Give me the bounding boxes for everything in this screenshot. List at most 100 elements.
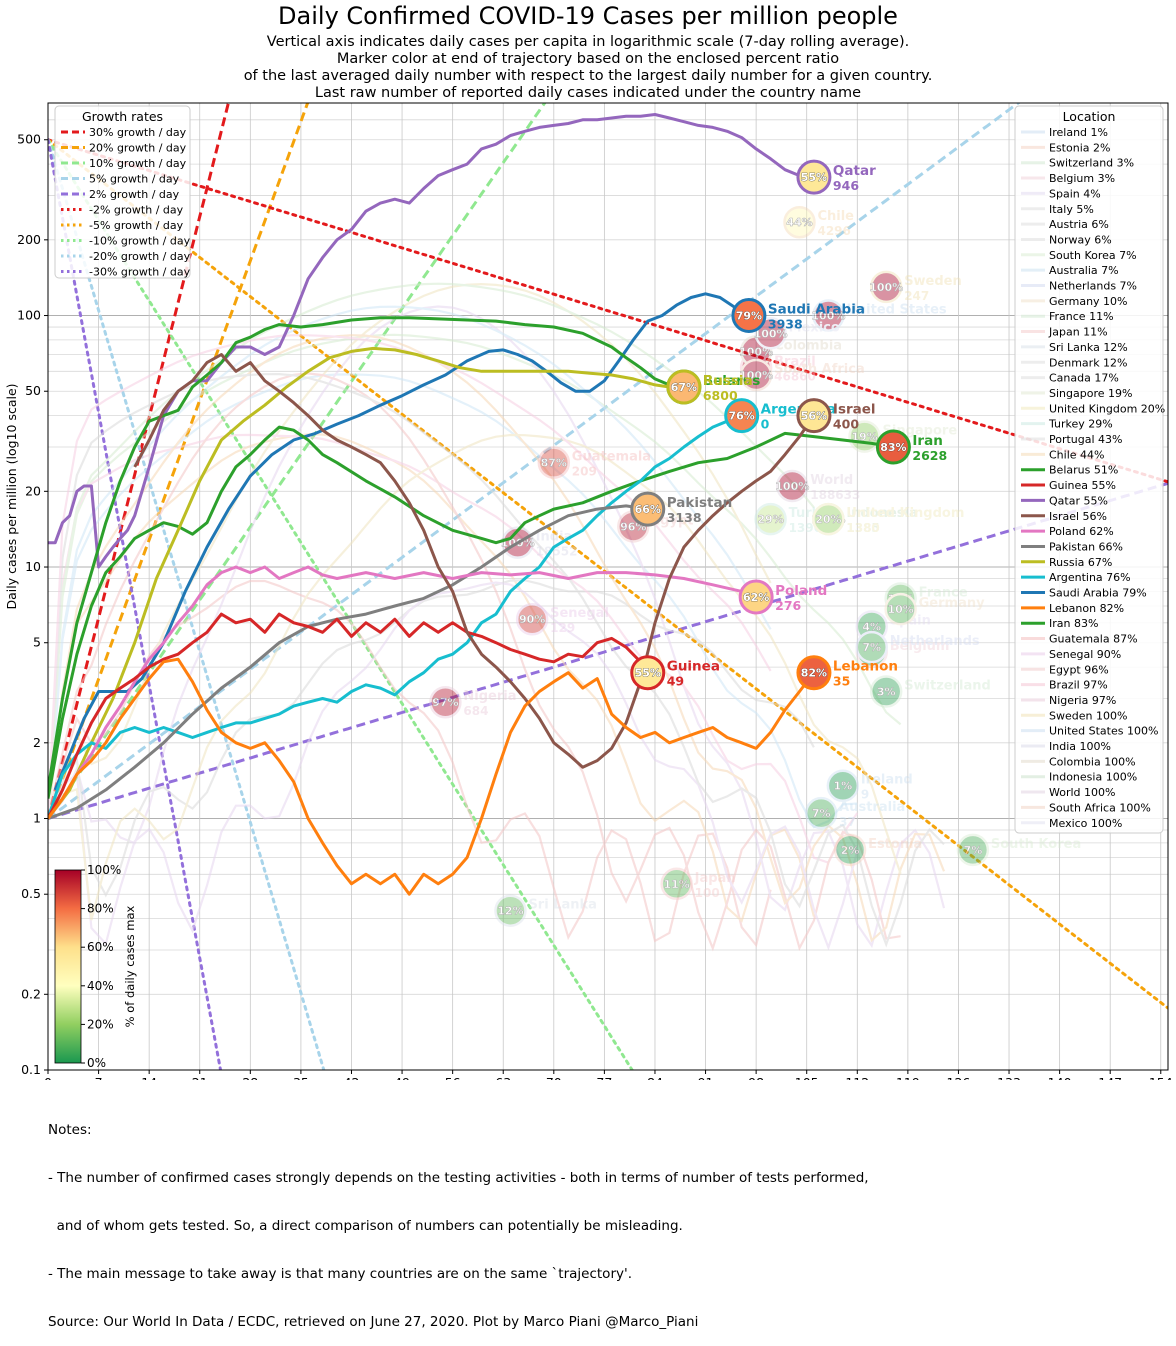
location-legend-label: Norway 6% xyxy=(1049,233,1112,246)
location-legend-label: South Africa 100% xyxy=(1049,801,1151,814)
location-legend-label: Ireland 1% xyxy=(1049,126,1108,139)
country-last-count: 1396 xyxy=(789,521,822,535)
marker-percent: 44% xyxy=(786,216,812,229)
trajectory-lebanon xyxy=(48,657,816,896)
marker-percent: 7% xyxy=(862,641,881,654)
location-legend-label: Belarus 51% xyxy=(1049,464,1118,477)
country-label: Israel xyxy=(833,402,876,418)
background-trajectory xyxy=(48,373,858,829)
country-marker xyxy=(855,630,888,664)
country-label: Iran xyxy=(912,433,942,449)
marker-percent: 10% xyxy=(887,603,913,616)
location-legend-label: France 11% xyxy=(1049,310,1114,323)
background-trajectory xyxy=(48,433,859,865)
location-legend-label: Sri Lanka 12% xyxy=(1049,341,1128,354)
location-legend: Location Ireland 1% Estonia 2% Switzerland … xyxy=(1014,105,1165,834)
country-label: Turkey xyxy=(789,506,838,521)
marker-percent: 56% xyxy=(801,410,827,423)
country-label: Germany xyxy=(919,596,985,611)
location-legend-label: Chile 44% xyxy=(1049,448,1104,461)
location-legend-label: Nigeria 97% xyxy=(1049,694,1116,707)
growth-line xyxy=(48,138,1168,1010)
marker-percent: 97% xyxy=(432,696,458,709)
country-label: Ireland xyxy=(861,773,913,788)
country-last-count: 129 xyxy=(550,621,575,635)
colorbar-tick-label: 0% xyxy=(87,1056,106,1070)
trajectory-pakistan xyxy=(48,504,648,820)
location-legend-label: Russia 67% xyxy=(1049,556,1112,569)
trajectory-russia xyxy=(48,346,684,820)
country-last-count: 3938 xyxy=(768,317,803,332)
notes-block: Notes: - The number of confirmed cases s… xyxy=(48,1090,869,1346)
x-tick-label: 77 xyxy=(596,1075,612,1080)
country-last-count: 1385 xyxy=(846,521,879,535)
x-tick-label: 70 xyxy=(546,1075,562,1080)
location-legend-box xyxy=(1014,105,1164,834)
country-label: Senegal xyxy=(550,606,609,621)
country-label: Mexico xyxy=(789,320,840,335)
country-last-count: 400 xyxy=(833,417,859,432)
background-trajectory xyxy=(48,334,946,943)
location-legend-label: Indonesia 100% xyxy=(1049,771,1137,784)
growth-line xyxy=(48,481,1168,820)
background-trajectory xyxy=(48,305,772,819)
marker-percent: 3% xyxy=(862,646,881,659)
country-marker xyxy=(494,894,527,927)
growth-legend-label: 5% growth / day xyxy=(89,173,180,186)
country-marker xyxy=(869,675,903,708)
country-label: India xyxy=(536,530,573,545)
marker-percent: 62% xyxy=(743,591,769,604)
trajectory-saudi-arabia xyxy=(53,292,750,791)
marker-percent: 11% xyxy=(663,878,689,891)
x-tick-label: 112 xyxy=(845,1075,869,1080)
marker-percent: 55% xyxy=(635,667,661,680)
location-legend-label: Argentina 76% xyxy=(1049,571,1131,584)
country-label: Colombia xyxy=(774,338,842,353)
background-trajectory xyxy=(48,282,772,819)
country-label: South Korea xyxy=(991,837,1081,852)
growth-legend-label: 20% growth / day xyxy=(89,142,187,155)
country-marker xyxy=(884,592,917,626)
country-marker xyxy=(796,398,832,434)
location-legend-label: Brazil 97% xyxy=(1049,679,1108,692)
marker-percent: 3% xyxy=(877,685,896,698)
notes-line: - The number of confirmed cases strongly… xyxy=(48,1170,869,1186)
colorbar-strip xyxy=(54,869,82,1064)
country-label: Chile xyxy=(817,209,854,224)
marker-percent: 90% xyxy=(519,613,545,626)
chart-canvas: 87%Guatemala20990%Senegal12996%Egypt97%B… xyxy=(4,102,1173,1080)
marker-percent: 2% xyxy=(841,844,860,857)
location-legend-label: Iran 83% xyxy=(1049,617,1098,630)
marker-percent: 55% xyxy=(801,171,827,184)
x-tick-label: 84 xyxy=(647,1075,663,1080)
x-tick-label: 119 xyxy=(896,1075,920,1080)
country-label: Brazil xyxy=(774,355,816,370)
marker-percent: 79% xyxy=(736,310,762,323)
x-tick-label: 49 xyxy=(394,1075,410,1080)
growth-legend-label: -2% growth / day xyxy=(89,204,184,217)
location-legend-title: Location xyxy=(1063,109,1116,124)
x-tick-label: 42 xyxy=(344,1075,360,1080)
marker-percent: 100% xyxy=(739,345,773,358)
x-tick-label: 14 xyxy=(141,1075,157,1080)
country-marker xyxy=(666,369,702,405)
country-marker xyxy=(660,867,693,901)
y-tick-label: 10 xyxy=(25,559,41,574)
country-marker xyxy=(855,610,888,643)
y-tick-label: 50 xyxy=(25,383,41,398)
country-last-count: 209 xyxy=(572,465,597,479)
chart-subtitle: Vertical axis indicates daily cases per … xyxy=(0,34,1176,102)
growth-legend-label: 10% growth / day xyxy=(89,157,187,170)
country-label: Belgium xyxy=(890,639,950,654)
growth-legend-label: -10% growth / day xyxy=(89,235,191,248)
marker-percent: 11% xyxy=(887,592,913,605)
location-legend-label: World 100% xyxy=(1049,786,1115,799)
location-legend-label: Denmark 12% xyxy=(1049,356,1128,369)
colorbar-tick-label: 60% xyxy=(87,940,114,954)
y-tick-label: 0.2 xyxy=(21,986,41,1001)
country-label: Nigeria xyxy=(463,689,516,704)
marker-percent: 100% xyxy=(811,310,845,323)
colorbar-tick-label: 20% xyxy=(87,1017,114,1031)
growth-legend-label: -5% growth / day xyxy=(89,219,184,232)
